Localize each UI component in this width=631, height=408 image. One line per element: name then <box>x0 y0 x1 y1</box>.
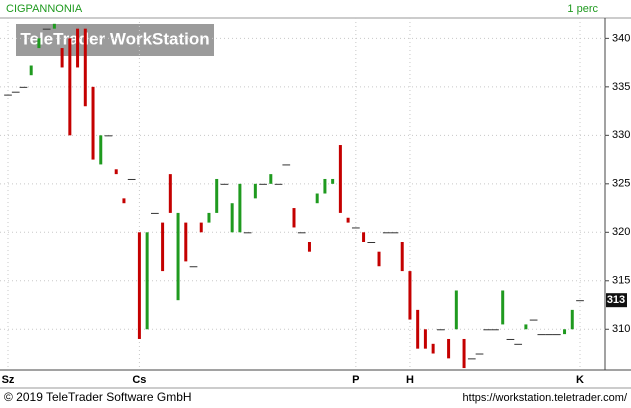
candle <box>189 266 198 268</box>
candle <box>99 135 103 165</box>
x-tick-label: Cs <box>132 374 146 386</box>
candle <box>390 232 399 234</box>
candle <box>307 242 311 252</box>
candle <box>367 242 376 243</box>
url: https://workstation.teletrader.com/ <box>463 392 628 404</box>
candle <box>274 183 283 185</box>
candle <box>437 329 445 331</box>
y-tick-label: 315 <box>612 275 630 287</box>
y-tick-label: 340 <box>612 32 630 44</box>
candle <box>382 232 391 234</box>
candle <box>346 217 350 223</box>
last-price: 313 <box>607 294 625 306</box>
candle <box>292 208 296 228</box>
candle <box>145 232 149 330</box>
candle <box>11 91 20 93</box>
candle <box>52 23 56 29</box>
candle <box>501 290 505 325</box>
candle <box>29 65 33 76</box>
candle <box>168 174 172 213</box>
y-tick-label: 335 <box>612 81 630 93</box>
candle <box>91 86 95 160</box>
candle <box>127 178 136 180</box>
candle <box>377 251 381 267</box>
candle <box>351 227 360 229</box>
candle <box>423 329 427 349</box>
candle <box>83 28 87 107</box>
candle <box>524 324 528 330</box>
candle <box>483 329 492 331</box>
candle <box>563 329 567 335</box>
candle <box>161 222 165 272</box>
candle <box>506 338 515 340</box>
candle <box>259 183 267 185</box>
candle <box>269 174 273 184</box>
candle <box>529 319 538 321</box>
y-tick-label: 320 <box>612 226 630 238</box>
candle <box>220 183 229 185</box>
x-tick-label: H <box>406 374 414 386</box>
candle <box>60 48 64 68</box>
last-price-box <box>606 293 627 308</box>
watermark: TeleTrader WorkStation <box>20 29 209 48</box>
candle <box>331 178 335 184</box>
x-tick-label: Sz <box>2 374 15 386</box>
candle <box>282 164 291 166</box>
candle <box>537 334 546 336</box>
candle <box>243 232 252 234</box>
candle <box>199 222 203 233</box>
x-tick-label: K <box>576 374 584 386</box>
candle <box>431 343 435 354</box>
candle <box>362 232 366 242</box>
candle <box>576 300 584 302</box>
candle <box>400 242 404 272</box>
candle <box>151 212 159 214</box>
candle <box>253 183 257 199</box>
candle <box>338 145 342 213</box>
candle <box>315 193 319 204</box>
candle <box>184 222 188 262</box>
candle <box>416 309 420 349</box>
y-tick-label: 325 <box>612 178 630 190</box>
copyright: © 2019 TeleTrader Software GmbH <box>4 390 192 404</box>
candle <box>552 334 561 336</box>
candle <box>323 178 327 194</box>
interval: 1 perc <box>567 3 598 15</box>
candle <box>570 309 574 330</box>
candle <box>454 290 458 330</box>
candle <box>408 271 412 320</box>
candle <box>491 329 499 331</box>
candle <box>475 353 484 355</box>
instrument-name: CIGPANNONIA <box>6 3 83 15</box>
candle <box>122 198 126 204</box>
candle <box>104 135 113 137</box>
candle <box>19 86 28 88</box>
candle <box>68 38 72 136</box>
candle <box>215 178 219 213</box>
candle <box>37 38 41 49</box>
y-tick-label: 330 <box>612 129 630 141</box>
candle <box>114 169 118 175</box>
candle <box>297 232 306 234</box>
candle <box>207 212 211 223</box>
y-tick-label: 310 <box>612 323 630 335</box>
candle <box>514 343 523 345</box>
candle <box>176 212 180 301</box>
candle <box>447 338 451 359</box>
candle <box>462 338 466 369</box>
candle <box>76 28 80 68</box>
candle <box>137 232 141 339</box>
candle <box>238 183 242 233</box>
candle <box>42 28 51 30</box>
candle <box>4 94 12 96</box>
candle <box>545 334 553 336</box>
candle <box>467 358 476 360</box>
candle <box>230 203 234 233</box>
x-tick-label: P <box>352 374 359 386</box>
